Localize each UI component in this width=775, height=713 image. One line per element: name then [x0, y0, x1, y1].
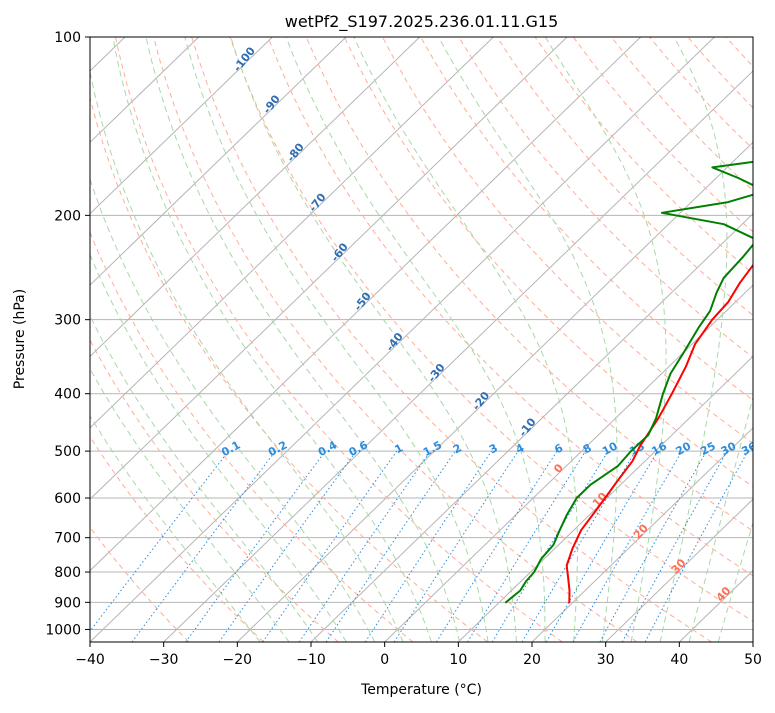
x-tick-label: 0	[380, 652, 389, 668]
x-tick-label: −40	[75, 652, 105, 668]
y-axis-title: Pressure (hPa)	[12, 289, 28, 389]
y-tick-label: 800	[54, 565, 81, 581]
x-tick-label: −20	[223, 652, 253, 668]
y-tick-label: 100	[54, 30, 81, 46]
chart-title: wetPf2_S197.2025.236.01.11.G15	[285, 12, 559, 32]
y-tick-label: 400	[54, 387, 81, 403]
y-tick-label: 200	[54, 208, 81, 224]
x-axis-title: Temperature (°C)	[360, 682, 482, 698]
x-tick-label: 30	[597, 652, 615, 668]
y-tick-label: 900	[54, 595, 81, 611]
x-tick-label: 10	[449, 652, 467, 668]
x-tick-label: 40	[670, 652, 688, 668]
y-tick-label: 1000	[45, 622, 81, 638]
x-tick-label: 20	[523, 652, 541, 668]
x-tick-label: −10	[296, 652, 326, 668]
y-tick-label: 500	[54, 444, 81, 460]
y-tick-label: 300	[54, 313, 81, 329]
x-tick-label: 50	[744, 652, 762, 668]
x-tick-label: −30	[149, 652, 179, 668]
y-tick-label: 600	[54, 491, 81, 507]
y-tick-label: 700	[54, 531, 81, 547]
